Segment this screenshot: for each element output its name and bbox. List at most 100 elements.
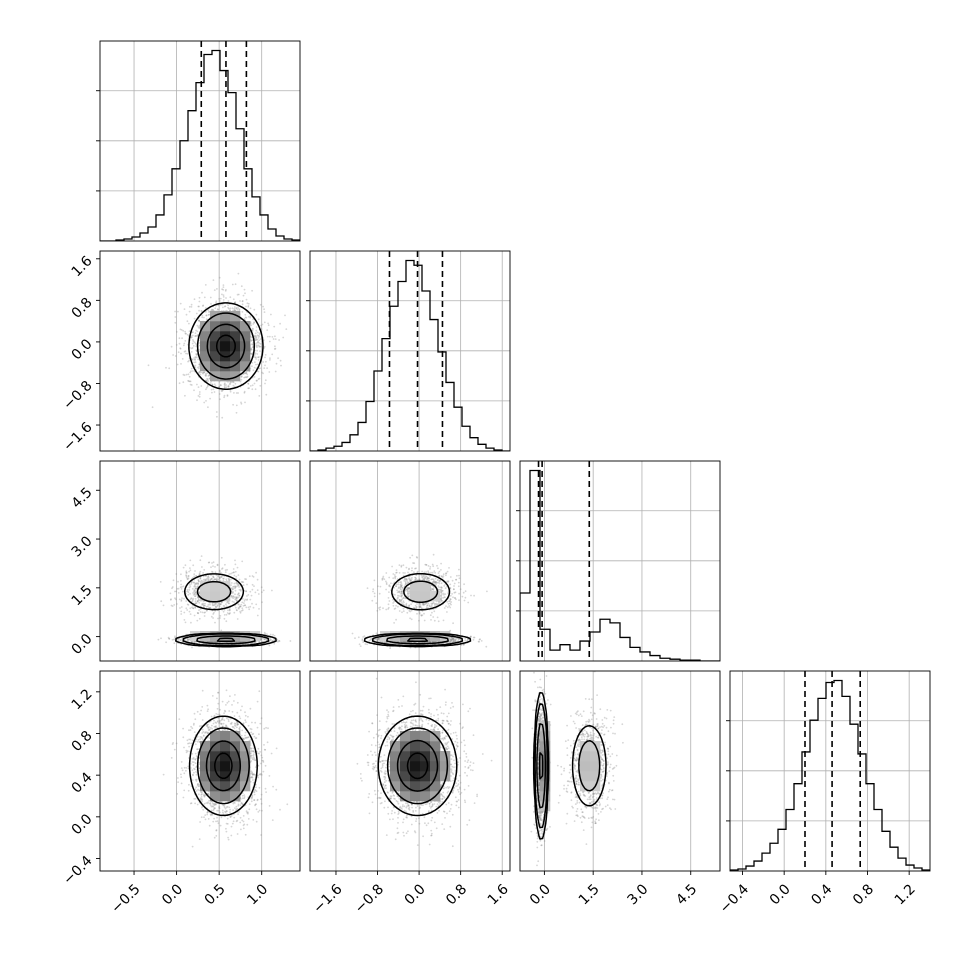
scatter-point (251, 327, 254, 330)
scatter-point (214, 307, 217, 310)
scatter-point (251, 329, 254, 332)
scatter-point (182, 585, 185, 588)
scatter-point (251, 642, 254, 645)
scatter-point (269, 637, 271, 640)
scatter-point (260, 328, 263, 330)
scatter-point (221, 390, 224, 392)
scatter-point (198, 573, 201, 576)
scatter-point (198, 320, 201, 323)
scatter-point (466, 638, 469, 641)
scatter-point (215, 641, 218, 643)
scatter-point (255, 342, 258, 344)
scatter-point (165, 366, 167, 369)
scatter-point (188, 586, 191, 589)
scatter-point (244, 598, 247, 601)
scatter-point (253, 376, 256, 378)
scatter-point (194, 595, 196, 597)
scatter-point (233, 596, 236, 599)
scatter-point (193, 361, 196, 364)
scatter-point (180, 583, 183, 586)
scatter-point (211, 383, 214, 386)
scatter-point (203, 615, 206, 617)
scatter-point (223, 387, 226, 389)
scatter-point (192, 607, 195, 610)
scatter-point (235, 596, 237, 599)
scatter-point (209, 397, 212, 400)
scatter-point (189, 383, 192, 386)
scatter-point (176, 587, 179, 590)
scatter-point (199, 373, 202, 376)
scatter-point (221, 568, 223, 570)
scatter-point (196, 596, 199, 599)
scatter-point (255, 337, 258, 339)
scatter-point (162, 604, 165, 607)
scatter-point (218, 570, 221, 573)
scatter-point (223, 614, 226, 616)
scatter-point (251, 339, 254, 342)
scatter-point (256, 344, 259, 347)
scatter-point (239, 641, 242, 643)
scatter-point (256, 346, 258, 348)
scatter-point (186, 638, 189, 641)
scatter-point (266, 367, 268, 369)
scatter-point (207, 309, 210, 312)
scatter-point (214, 603, 217, 606)
scatter-point (232, 309, 234, 312)
scatter-point (301, 643, 303, 645)
scatter-point (188, 305, 191, 308)
scatter-point (173, 638, 175, 641)
scatter-point (264, 633, 267, 635)
scatter-point (246, 373, 249, 376)
scatter-point (225, 288, 227, 291)
scatter-point (215, 641, 218, 644)
scatter-point (232, 586, 234, 588)
scatter-point (181, 337, 184, 340)
scatter-point (178, 598, 181, 601)
scatter-point (253, 641, 256, 644)
scatter-point (188, 380, 191, 383)
scatter-point (237, 592, 240, 594)
scatter-point (263, 345, 266, 348)
scatter-point (215, 300, 218, 303)
scatter-point (219, 384, 222, 386)
scatter-point (222, 284, 225, 286)
scatter-point (194, 359, 196, 361)
scatter-point (200, 555, 203, 557)
density-cell (200, 581, 211, 592)
scatter-point (232, 591, 235, 593)
contour-level-3 (196, 312, 256, 380)
scatter-point (248, 387, 251, 390)
scatter-point (273, 642, 276, 645)
scatter-point (195, 602, 198, 604)
scatter-point (255, 358, 257, 360)
scatter-point (196, 383, 198, 386)
scatter-point (190, 336, 193, 339)
scatter-point (233, 307, 236, 310)
scatter-point (234, 283, 237, 286)
scatter-point (219, 398, 221, 401)
scatter-point (198, 296, 201, 299)
scatter-point (245, 316, 248, 319)
scatter-point (215, 411, 218, 413)
scatter-point (218, 576, 221, 579)
histogram-panel-1 (96, 40, 301, 242)
scatter-point (249, 307, 252, 310)
scatter-point (175, 344, 178, 346)
scatter-point (238, 603, 240, 606)
scatter-point (237, 596, 240, 599)
scatter-point (260, 345, 262, 348)
scatter-point (274, 335, 276, 338)
scatter-point (174, 310, 177, 313)
scatter-point (198, 365, 201, 368)
scatter-point (185, 574, 188, 576)
scatter-point (250, 336, 252, 339)
scatter-point (216, 604, 219, 607)
histogram-panel-4 (726, 670, 931, 875)
scatter-point (206, 577, 209, 579)
scatter-point (179, 607, 181, 609)
scatter-point (200, 310, 203, 312)
scatter-point (376, 639, 379, 642)
scatter-point (236, 609, 238, 612)
scatter-point (242, 581, 245, 583)
scatter-point (190, 621, 192, 624)
